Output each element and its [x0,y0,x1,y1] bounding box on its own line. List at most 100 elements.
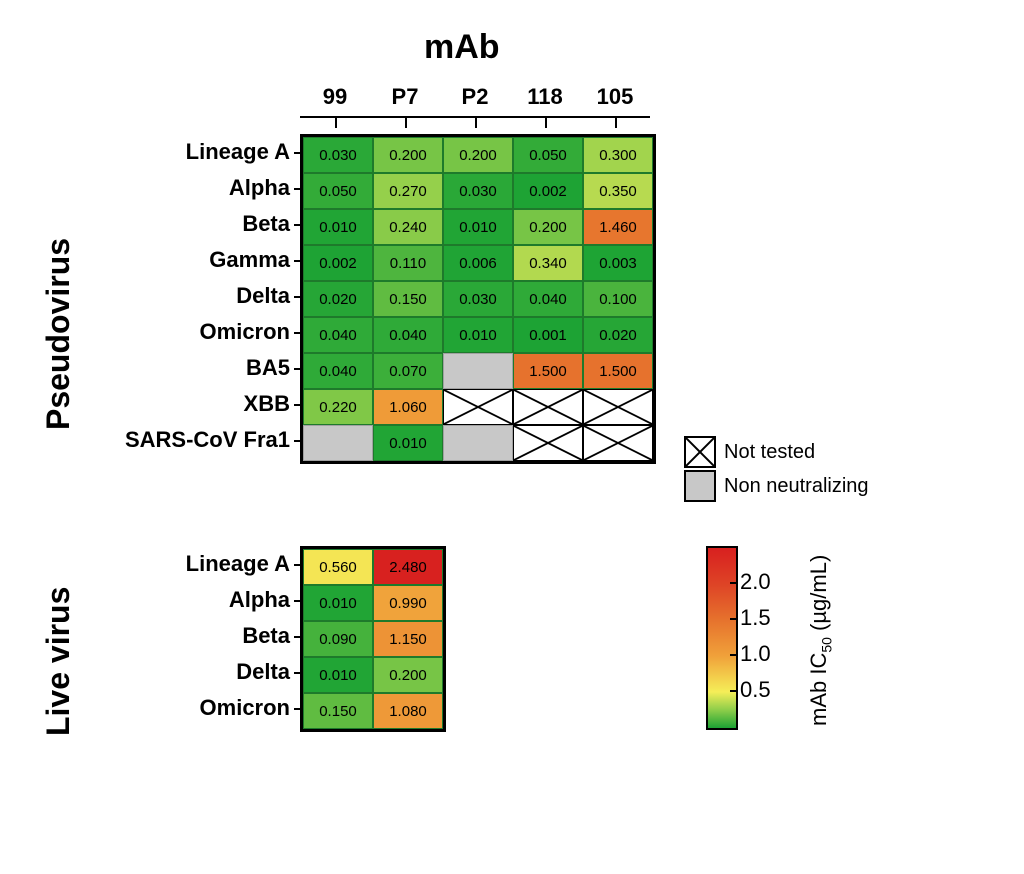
heatmap-cell: 0.350 [583,173,653,209]
heatmap-row: 0.0901.150 [303,621,443,657]
heatmap-cell: 1.460 [583,209,653,245]
heatmap-cell: 0.002 [513,173,583,209]
heatmap-row: 0.0020.1100.0060.3400.003 [303,245,653,281]
colorbar-tick: 1.0 [740,641,771,667]
row-label: Beta [0,618,296,654]
main-title: mAb [424,28,500,67]
heatmap-cell: 0.100 [583,281,653,317]
heatmap-cell: 0.020 [303,281,373,317]
colorbar-tick: 1.5 [740,605,771,631]
heatmap-cell: 0.003 [583,245,653,281]
column-headers: 99P7P2118105 [300,84,650,110]
heatmap-row: 0.0300.2000.2000.0500.300 [303,137,653,173]
legend-not-tested: Not tested [684,436,815,468]
heatmap-row: 0.5602.480 [303,549,443,585]
heatmap-cell: 0.070 [373,353,443,389]
heatmap-cell: 0.010 [303,585,373,621]
heatmap-cell: 0.200 [443,137,513,173]
heatmap-cell: 1.080 [373,693,443,729]
legend-nt-label: Not tested [724,441,815,464]
heatmap-cell: 2.480 [373,549,443,585]
row-label: Gamma [0,242,296,278]
colorbar-title: mAb IC50 (µg/mL) [806,555,834,726]
heatmap-cell: 0.200 [373,657,443,693]
heatmap-cell: 0.340 [513,245,583,281]
column-header: 105 [580,84,650,110]
heatmap-cell: 0.030 [303,137,373,173]
row-label: Omicron [0,314,296,350]
heatmap-cell: 0.270 [373,173,443,209]
heatmap-cell: 0.040 [513,281,583,317]
heatmap-cell: 0.030 [443,173,513,209]
row-labels-block2: Lineage AAlphaBetaDeltaOmicron [0,546,296,726]
heatmap-cell: 0.990 [373,585,443,621]
heatmap-cell: 0.040 [373,317,443,353]
heatmap-cell: 0.090 [303,621,373,657]
heatmap-cell [583,425,653,461]
heatmap-cell: 0.040 [303,317,373,353]
heatmap-block1: 0.0300.2000.2000.0500.3000.0500.2700.030… [300,134,656,464]
column-header: 99 [300,84,370,110]
row-label: Lineage A [0,134,296,170]
row-label: SARS-CoV Fra1 [0,422,296,458]
heatmap-cell [443,425,513,461]
heatmap-cell: 1.150 [373,621,443,657]
row-label: Alpha [0,170,296,206]
heatmap-cell: 0.240 [373,209,443,245]
colorbar-tick: 0.5 [740,677,771,703]
heatmap-row: 0.1501.080 [303,693,443,729]
legend-nn-swatch [684,470,716,502]
legend-non-neutralizing: Non neutralizing [684,470,869,502]
heatmap-cell: 0.010 [443,317,513,353]
heatmap-cell: 0.050 [303,173,373,209]
row-label: Lineage A [0,546,296,582]
heatmap-row: 0.0400.0400.0100.0010.020 [303,317,653,353]
heatmap-cell: 1.060 [373,389,443,425]
heatmap-cell [513,425,583,461]
row-label: Omicron [0,690,296,726]
figure-container: mAb 99P7P2118105 Pseudovirus Live virus … [0,0,1024,874]
row-label: Delta [0,654,296,690]
heatmap-cell: 0.110 [373,245,443,281]
heatmap-block2: 0.5602.4800.0100.9900.0901.1500.0100.200… [300,546,446,732]
row-label: BA5 [0,350,296,386]
heatmap-cell: 1.500 [583,353,653,389]
heatmap-cell: 0.300 [583,137,653,173]
colorbar [706,546,738,730]
column-header: P2 [440,84,510,110]
row-label: XBB [0,386,296,422]
heatmap-cell: 0.020 [583,317,653,353]
heatmap-cell: 0.050 [513,137,583,173]
heatmap-row: 0.0500.2700.0300.0020.350 [303,173,653,209]
column-axis-ticks [300,116,650,136]
heatmap-cell: 0.560 [303,549,373,585]
heatmap-cell: 0.006 [443,245,513,281]
heatmap-row: 0.0400.0701.5001.500 [303,353,653,389]
heatmap-cell: 0.010 [443,209,513,245]
row-labels-block1: Lineage AAlphaBetaGammaDeltaOmicronBA5XB… [0,134,296,458]
heatmap-cell: 0.200 [373,137,443,173]
heatmap-cell: 0.030 [443,281,513,317]
heatmap-cell: 0.010 [373,425,443,461]
heatmap-row: 0.0200.1500.0300.0400.100 [303,281,653,317]
heatmap-cell: 0.150 [373,281,443,317]
heatmap-cell [583,389,653,425]
legend-nn-label: Non neutralizing [724,475,869,498]
heatmap-row: 0.0100.990 [303,585,443,621]
heatmap-cell: 0.010 [303,209,373,245]
heatmap-cell: 0.200 [513,209,583,245]
row-label: Beta [0,206,296,242]
heatmap-row: 0.0100.2400.0100.2001.460 [303,209,653,245]
column-header: 118 [510,84,580,110]
row-label: Alpha [0,582,296,618]
colorbar-tick: 2.0 [740,569,771,595]
column-header: P7 [370,84,440,110]
heatmap-row: 0.0100.200 [303,657,443,693]
heatmap-cell: 0.002 [303,245,373,281]
heatmap-cell [513,389,583,425]
heatmap-cell [443,389,513,425]
legend-nt-swatch [684,436,716,468]
heatmap-cell: 0.010 [303,657,373,693]
row-label: Delta [0,278,296,314]
heatmap-cell: 0.150 [303,693,373,729]
